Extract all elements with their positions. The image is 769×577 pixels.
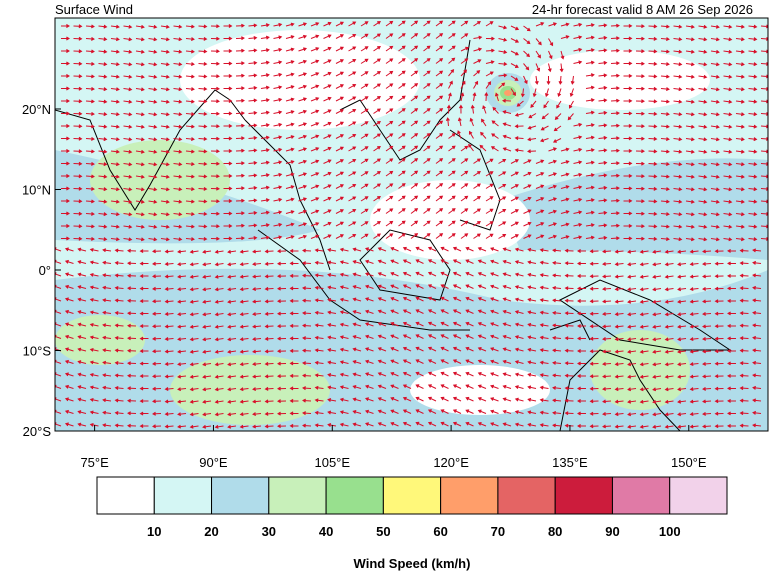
colorbar-box	[497, 476, 556, 515]
colorbar-box	[268, 476, 327, 515]
axes: 20°N 10°N 0° 10°S 20°S 75°E 90°E 105°E 120°E 135°…	[22, 102, 707, 470]
lat-tick-label: 10°S	[23, 343, 52, 358]
coastlines	[55, 39, 732, 431]
colorbar-box	[554, 476, 613, 515]
colorbar-tick-label: 30	[262, 524, 276, 539]
lon-tick-label: 135°E	[552, 455, 588, 470]
colorbar-tick-label: 60	[433, 524, 447, 539]
colorbar-tick-label: 10	[147, 524, 161, 539]
colorbar-label: Wind Speed (km/h)	[354, 556, 471, 571]
colorbar-box	[96, 476, 155, 515]
colorbar-box	[669, 476, 728, 515]
colorbar-box	[153, 476, 213, 515]
colorbar-box	[440, 476, 499, 515]
colorbar-tick-label: 90	[605, 524, 619, 539]
subtitle: 24-hr forecast valid 8 AM 26 Sep 2026	[532, 2, 753, 17]
colorbar-box	[211, 476, 270, 515]
lon-tick-label: 105°E	[314, 455, 350, 470]
colorbar: 10 20 30 40 50 60 70 80 90 100	[96, 476, 728, 539]
lat-tick-label: 20°N	[22, 102, 51, 117]
lon-tick-label: 75°E	[80, 455, 109, 470]
colorbar-tick-label: 40	[319, 524, 333, 539]
lat-tick-label: 10°N	[22, 182, 51, 197]
map-area	[55, 18, 768, 431]
lat-tick-label: 20°S	[23, 424, 52, 439]
colorbar-tick-label: 70	[491, 524, 505, 539]
lon-tick-label: 120°E	[433, 455, 469, 470]
colorbar-tick-label: 20	[204, 524, 218, 539]
speed-shading	[55, 30, 768, 431]
lat-tick-label: 0°	[39, 263, 51, 278]
colorbar-tick-label: 50	[376, 524, 390, 539]
colorbar-box	[325, 476, 384, 515]
colorbar-tick-label: 80	[548, 524, 562, 539]
map-frame	[54, 17, 769, 432]
colorbar-box	[382, 476, 442, 515]
wind-vectors	[55, 20, 768, 429]
colorbar-box	[611, 476, 671, 515]
colorbar-tick-label: 100	[659, 524, 681, 539]
lon-tick-label: 150°E	[671, 455, 707, 470]
lon-tick-label: 90°E	[199, 455, 228, 470]
title: Surface Wind	[55, 2, 133, 17]
